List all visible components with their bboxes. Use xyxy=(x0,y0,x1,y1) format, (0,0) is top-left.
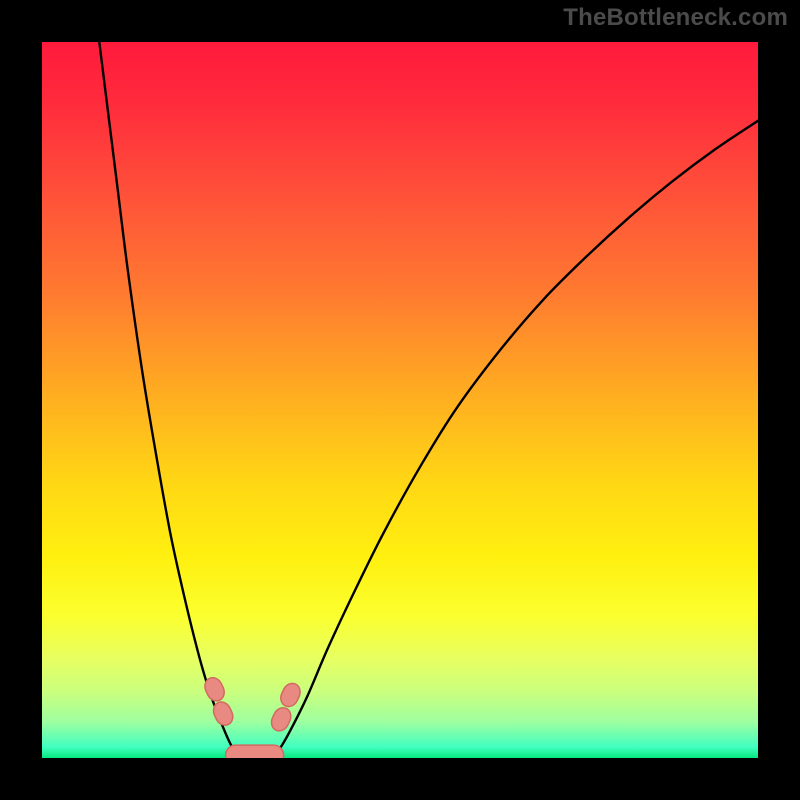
gradient-background xyxy=(42,42,758,758)
bottleneck-chart: TheBottleneck.com xyxy=(0,0,800,800)
watermark-text: TheBottleneck.com xyxy=(563,4,788,32)
chart-svg xyxy=(0,0,800,800)
